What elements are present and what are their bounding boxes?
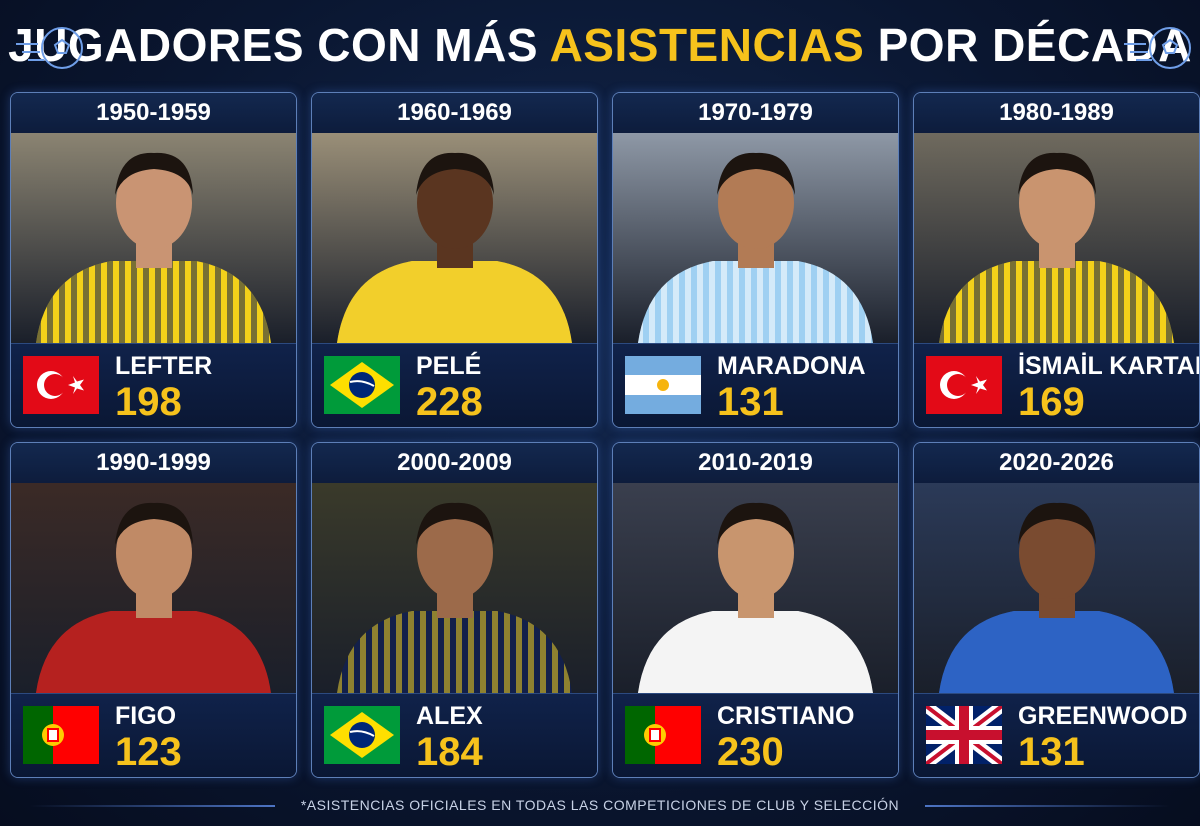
player-card: 1990-1999 FIGO 123 [10,442,297,778]
assist-count: 228 [416,380,483,424]
info-panel: İSMAİL KARTAL 169 [914,343,1200,427]
player-card: 2000-2009 ALEX 184 [311,442,598,778]
ball-icon [16,27,83,69]
title-part: JUGADORES CON MÁS [8,19,538,71]
player-name: GREENWOOD [1018,702,1188,730]
info-panel: GREENWOOD 131 [914,693,1199,777]
divider [30,805,275,807]
country-flag [324,356,400,414]
country-flag [625,706,701,764]
player-photo [914,133,1199,343]
decade-label: 1980-1989 [914,93,1199,133]
country-flag [625,356,701,414]
title-highlight: ASISTENCIAS [549,19,865,71]
ball-icon [1124,27,1191,69]
decade-label: 1970-1979 [613,93,898,133]
player-name: LEFTER [115,352,213,380]
assist-count: 169 [1018,380,1085,424]
country-flag [926,706,1002,764]
info-panel: ALEX 184 [312,693,597,777]
player-photo [312,133,597,343]
player-name: İSMAİL KARTAL [1018,352,1200,380]
player-photo [613,133,898,343]
player-photo [312,483,597,693]
decade-label: 1960-1969 [312,93,597,133]
player-name: FIGO [115,702,177,730]
country-flag [324,706,400,764]
player-card: 1960-1969 PELÉ 228 [311,92,598,428]
info-panel: MARADONA 131 [613,343,898,427]
country-flag [926,356,1002,414]
player-photo [11,483,296,693]
assist-count: 123 [115,730,182,774]
decade-label: 2010-2019 [613,443,898,483]
info-panel: PELÉ 228 [312,343,597,427]
player-card: 1980-1989 İSMAİL KARTAL 169 [913,92,1200,428]
country-flag [23,706,99,764]
assist-count: 184 [416,730,483,774]
assist-count: 131 [717,380,784,424]
player-card: 2010-2019 CRISTIANO 230 [612,442,899,778]
player-photo [613,483,898,693]
player-name: MARADONA [717,352,866,380]
decade-label: 1990-1999 [11,443,296,483]
player-name: CRISTIANO [717,702,855,730]
footnote: *ASISTENCIAS OFICIALES EN TODAS LAS COMP… [300,797,900,813]
info-panel: CRISTIANO 230 [613,693,898,777]
player-card: 1970-1979 MARADONA 131 [612,92,899,428]
decade-label: 2020-2026 [914,443,1199,483]
decade-label: 1950-1959 [11,93,296,133]
player-name: ALEX [416,702,483,730]
assist-count: 230 [717,730,784,774]
page-title: JUGADORES CON MÁS ASISTENCIAS POR DÉCADA [0,18,1200,72]
player-photo [914,483,1199,693]
country-flag [23,356,99,414]
assist-count: 131 [1018,730,1085,774]
info-panel: FIGO 123 [11,693,296,777]
info-panel: LEFTER 198 [11,343,296,427]
decade-label: 2000-2009 [312,443,597,483]
assist-count: 198 [115,380,182,424]
player-name: PELÉ [416,352,482,380]
player-card: 2020-2026 GREENWOOD 131 [913,442,1200,778]
player-card: 1950-1959 LEFTER 198 [10,92,297,428]
player-photo [11,133,296,343]
